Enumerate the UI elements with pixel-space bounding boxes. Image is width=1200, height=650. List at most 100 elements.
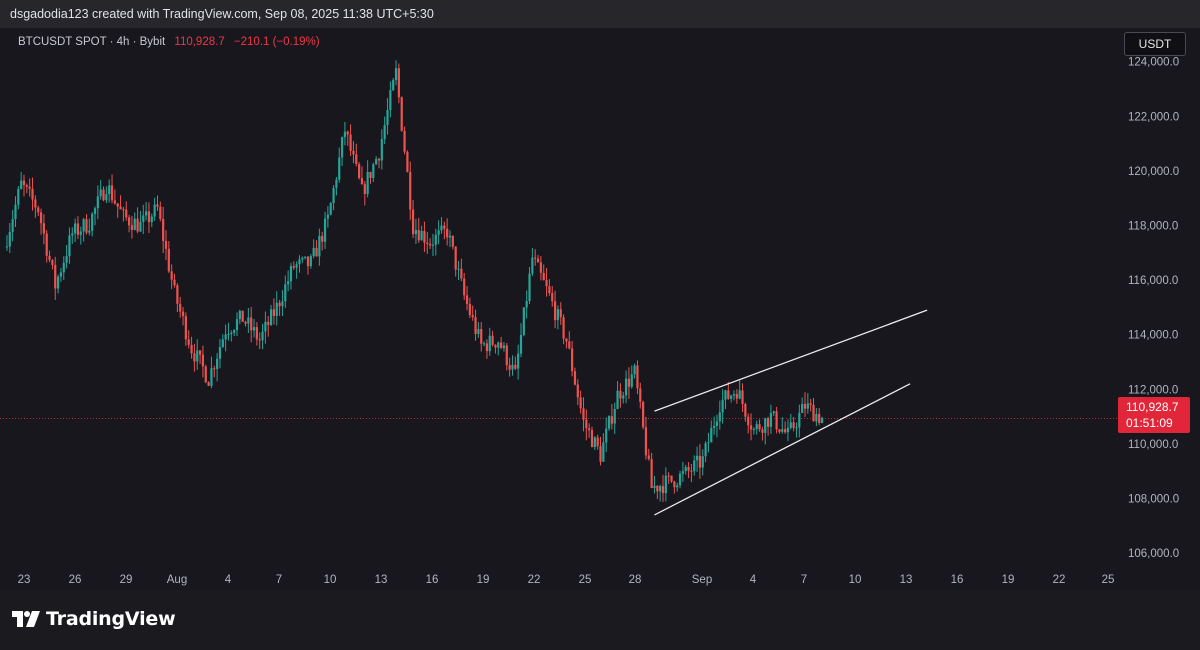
candle-body [233,330,236,333]
candle-body [806,403,809,409]
candle-body [803,403,807,409]
candle-body [559,309,562,318]
candle-body [11,219,14,232]
candle-body [383,125,386,140]
candle-body [22,180,26,186]
candle-body [531,257,534,274]
candle-body [653,485,656,489]
candle-body [375,158,378,165]
symbol-label[interactable]: BTCUSDT SPOT · 4h · Bybit [18,36,166,48]
candle-body [275,302,278,316]
x-tick-label: 16 [426,574,439,586]
candle-body [596,437,599,447]
x-tick-label: 7 [801,574,807,586]
candle-body [113,200,116,204]
candle-body [766,418,770,427]
candle-body [494,344,497,348]
candle-body [8,231,11,247]
candle-body [130,225,134,230]
candle-body [786,427,790,433]
candle-body [65,256,68,263]
candle-body [707,442,710,444]
candle-body [477,329,480,334]
candle-body [247,317,250,324]
candle-body [809,403,812,405]
candle-body [102,189,105,201]
candle-body [534,257,537,259]
candle-body [68,235,71,257]
candle-body [315,247,318,257]
last-price-tag: 110,928.7 01:51:09 [1118,397,1190,433]
candle-body [775,411,778,430]
candlestick-chart[interactable]: 124,000.0 122,000.0 120,000.0 118,000.0 116,… [0,28,1200,590]
candle-body [198,350,202,355]
candle-body [664,475,667,494]
candle-body [346,131,349,135]
candle-body [579,397,582,409]
candle-body [201,354,205,367]
candle-body [298,259,301,265]
candle-body [562,317,565,339]
candle-body [252,327,256,331]
candle-body [292,266,295,268]
candle-body [42,223,45,234]
trendline-lower[interactable] [654,383,911,516]
x-tick-label: 10 [849,574,862,586]
candle-body [724,390,727,400]
candle-body [590,430,594,448]
candle-body [605,428,608,443]
trendline-upper[interactable] [654,309,928,412]
candle-body [204,366,207,383]
candle-body [309,256,312,267]
candle-body [465,295,469,304]
candle-body [480,329,483,344]
candle-body [681,471,684,474]
candle-body [56,276,60,289]
candle-body [585,419,588,429]
candle-body [798,412,801,428]
candle-body [82,219,85,232]
candle-body [670,475,673,482]
x-tick-label: 19 [1002,574,1015,586]
candle-body [463,278,466,296]
candle-body [227,334,230,336]
candle-body [656,485,659,492]
candle-body [818,413,821,424]
tradingview-logo[interactable]: TradingView [12,608,176,630]
candle-body [551,293,554,302]
candle-body [801,403,804,413]
x-tick-label: 29 [120,574,133,586]
candle-body [255,327,258,340]
y-tick-label: 120,000.0 [1128,166,1179,178]
candle-body [244,321,247,324]
x-tick-label: 22 [528,574,541,586]
candle-body [335,179,338,188]
candle-body [474,317,477,334]
candle-body [34,199,37,208]
candle-body [602,442,605,462]
candle-body [573,371,577,385]
candle-body [528,273,531,302]
y-tick-label: 122,000.0 [1128,111,1179,123]
candle-body [369,171,372,179]
candle-body [698,455,702,468]
candle-body [150,216,153,223]
candle-body [508,365,511,370]
chart-area[interactable] [0,28,1200,590]
candle-body [593,437,596,448]
candle-body [332,187,335,204]
candle-body [622,395,625,399]
candle-body [289,266,293,282]
currency-button[interactable]: USDT [1124,32,1186,56]
x-tick-label: 13 [900,574,913,586]
candle-body [340,137,344,158]
x-tick-label: 28 [629,574,642,586]
candle-body [224,334,227,340]
candle-body [517,353,520,369]
candle-body [358,163,361,179]
candle-body [17,188,20,205]
x-tick-label: 16 [951,574,964,586]
candle-body [701,456,704,468]
candle-body [235,319,239,331]
candle-body [738,390,741,399]
